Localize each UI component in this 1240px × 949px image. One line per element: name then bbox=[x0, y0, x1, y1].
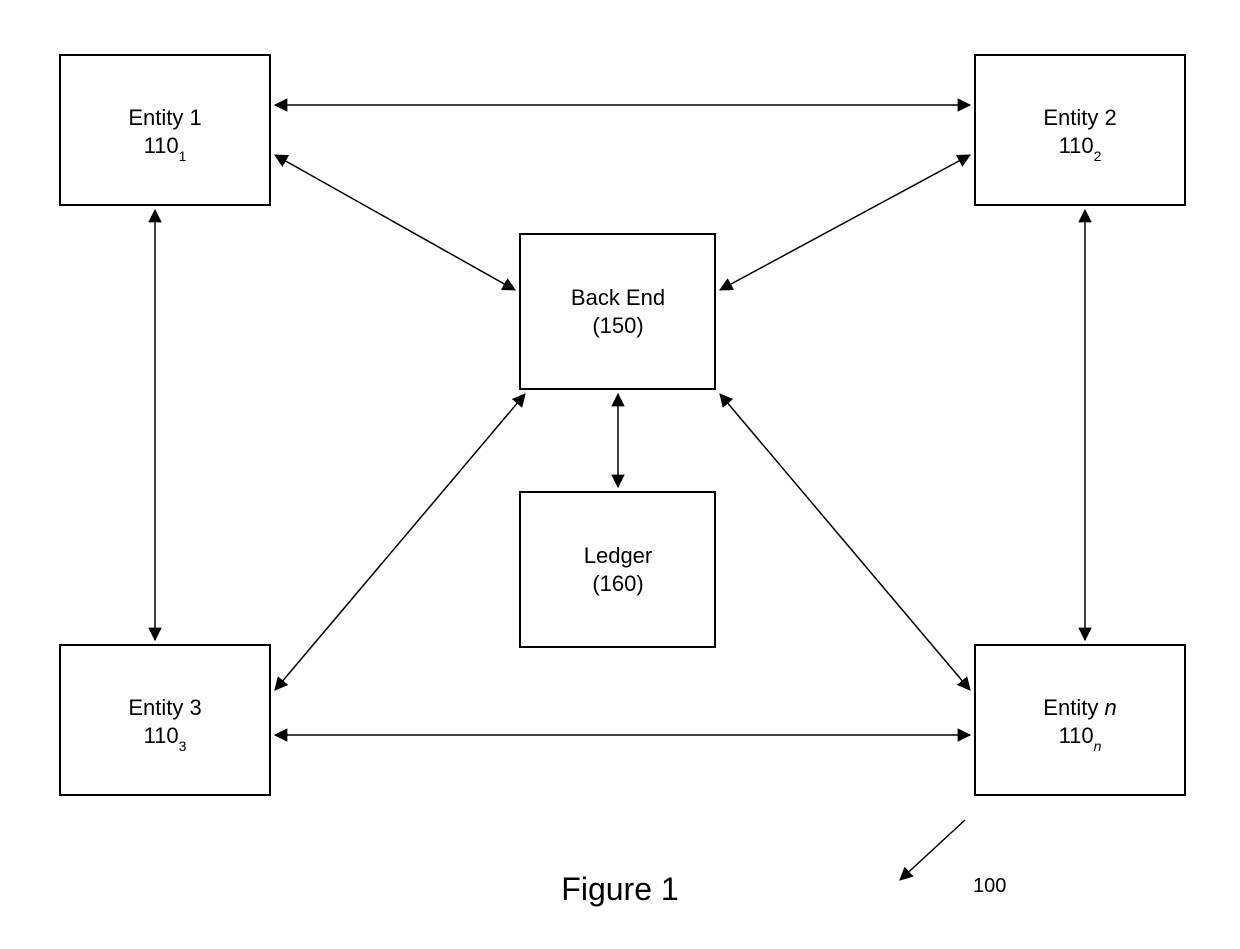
entityn-label-line1: Entity bbox=[1043, 695, 1098, 720]
svg-text:(150): (150) bbox=[592, 313, 643, 338]
node-entity1: Entity 1 1101 bbox=[60, 55, 270, 205]
edge-entity1-backend bbox=[275, 155, 515, 290]
node-backend: Back End (150) bbox=[520, 234, 715, 389]
ledger-label-line1: Ledger bbox=[584, 543, 653, 568]
backend-label-line1: Back End bbox=[571, 285, 665, 310]
entityn-label-line1-ital: n bbox=[1104, 695, 1116, 720]
svg-text:(160): (160) bbox=[592, 571, 643, 596]
entity3-label-line2-base: 110 bbox=[144, 723, 179, 748]
svg-text:Ledger: Ledger bbox=[584, 543, 653, 568]
svg-text:Entity n: Entity n bbox=[1043, 695, 1116, 720]
node-ledger: Ledger (160) bbox=[520, 492, 715, 647]
entity2-label-line1: Entity 2 bbox=[1043, 105, 1116, 130]
entity1-label-line2-base: 110 bbox=[144, 133, 179, 158]
reference-pointer: 100 bbox=[900, 820, 1006, 897]
ledger-label-line2: (160) bbox=[592, 571, 643, 596]
entity2-label-line2-base: 110 bbox=[1059, 133, 1094, 158]
diagram-canvas: Entity 1 1101 Entity 2 1102 Entity 3 110… bbox=[0, 0, 1240, 949]
svg-text:Entity 1: Entity 1 bbox=[128, 105, 201, 130]
entity1-label-line1: Entity 1 bbox=[128, 105, 201, 130]
entityn-label-line2-sub: n bbox=[1094, 738, 1102, 754]
edge-entity3-backend bbox=[275, 394, 525, 690]
entity3-label-line1: Entity 3 bbox=[128, 695, 201, 720]
backend-label-line2: (150) bbox=[592, 313, 643, 338]
node-entityn: Entity n 110n bbox=[975, 645, 1185, 795]
entityn-label-line2-base: 110 bbox=[1059, 723, 1094, 748]
edge-entityn-backend bbox=[720, 394, 970, 690]
entity2-label-line2-sub: 2 bbox=[1094, 148, 1102, 164]
svg-text:Back End: Back End bbox=[571, 285, 665, 310]
svg-text:Entity 3: Entity 3 bbox=[128, 695, 201, 720]
reference-label: 100 bbox=[973, 875, 1006, 897]
node-entity2: Entity 2 1102 bbox=[975, 55, 1185, 205]
svg-text:Entity 2: Entity 2 bbox=[1043, 105, 1116, 130]
entity3-label-line2-sub: 3 bbox=[179, 738, 187, 754]
figure-caption: Figure 1 bbox=[561, 871, 678, 907]
node-entity3: Entity 3 1103 bbox=[60, 645, 270, 795]
entity1-label-line2-sub: 1 bbox=[179, 148, 187, 164]
edge-entity2-backend bbox=[720, 155, 970, 290]
